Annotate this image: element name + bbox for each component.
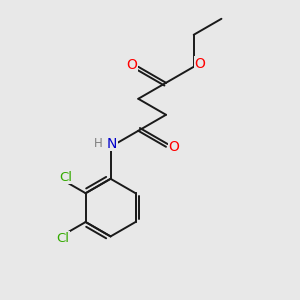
- Text: H: H: [94, 137, 103, 150]
- Text: O: O: [126, 58, 137, 72]
- Text: O: O: [195, 57, 206, 70]
- Text: N: N: [107, 136, 117, 151]
- Text: Cl: Cl: [60, 171, 73, 184]
- Text: O: O: [169, 140, 179, 154]
- Text: Cl: Cl: [56, 232, 70, 244]
